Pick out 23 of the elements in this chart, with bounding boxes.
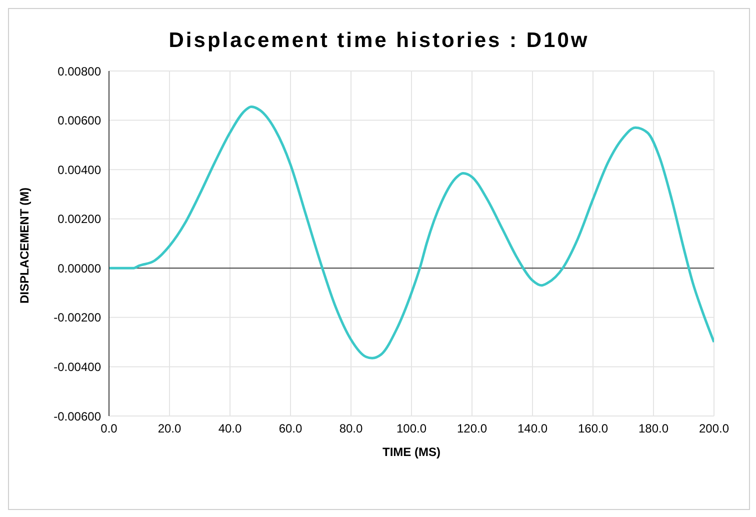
y-axis-title: DISPLACEMENT (M) <box>17 188 32 304</box>
x-tick-label: 200.0 <box>698 422 730 436</box>
x-tick-label: 80.0 <box>339 422 363 436</box>
x-axis-title: TIME (MS) <box>382 445 440 459</box>
x-tick-label: 40.0 <box>218 422 242 436</box>
x-tick-label: 20.0 <box>158 422 182 436</box>
y-tick-label: -0.00200 <box>54 310 102 325</box>
x-tick-label: 60.0 <box>278 422 302 436</box>
y-tick-label: 0.00600 <box>58 114 102 128</box>
x-tick-label: 140.0 <box>517 422 548 436</box>
y-tick-label: -0.00400 <box>54 360 102 374</box>
y-tick-label: 0.00800 <box>58 64 102 78</box>
chart-title: Displacement time histories : D10w <box>168 29 590 54</box>
line-series <box>109 105 714 360</box>
y-tick-label: 0.00200 <box>58 212 102 226</box>
x-tick-label: 100.0 <box>396 422 427 436</box>
x-tick-label: 180.0 <box>638 422 669 436</box>
x-tick-label: 120.0 <box>456 422 488 436</box>
y-tick-label: 0.00000 <box>58 261 102 276</box>
x-tick-label: 160.0 <box>578 422 608 436</box>
y-tick-label: -0.00600 <box>54 409 102 424</box>
y-tick-label: 0.00400 <box>58 162 102 177</box>
x-tick-label: 0.0 <box>100 422 118 436</box>
